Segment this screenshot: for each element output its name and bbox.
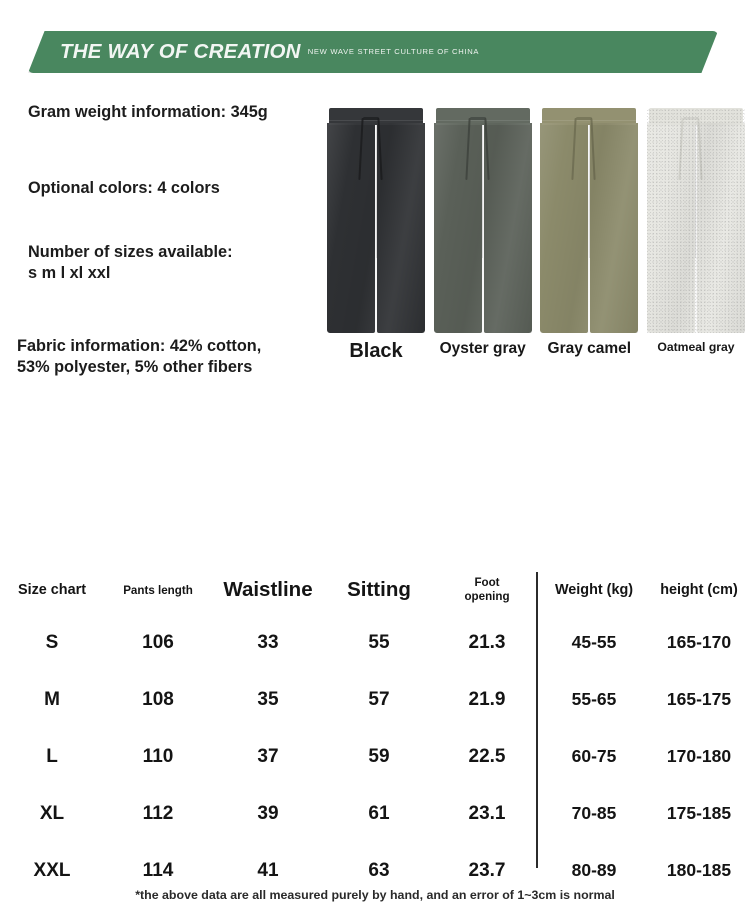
cell-height: 165-170: [666, 632, 732, 652]
spec-sizes-available: Number of sizes available: s m l xl xxl: [28, 243, 233, 282]
pants-leg-gap: [481, 258, 484, 333]
cell-weight: 60-75: [571, 746, 617, 766]
cell-foot-opening: 21.3: [468, 631, 506, 653]
header-size-chart: Size chart: [18, 582, 86, 598]
banner-shape: [28, 31, 718, 73]
cell-height: 175-185: [666, 803, 732, 823]
cell-sitting: 61: [368, 802, 390, 824]
colorway-label: Oyster gray: [439, 340, 526, 357]
pants-left-leg: [540, 123, 589, 333]
colorway-item[interactable]: Oyster gray: [433, 108, 532, 366]
colorway-item[interactable]: Gray camel: [540, 108, 639, 366]
cell-height: 170-180: [666, 746, 732, 766]
pants-right-leg: [483, 123, 532, 333]
header-pants-length: Pants length: [123, 583, 193, 597]
pants-left-leg: [433, 123, 482, 333]
header-weight: Weight (kg): [554, 582, 634, 598]
cell-waistline: 37: [257, 745, 279, 767]
table-row: M 108 35 57 21.9 55-65 165-175: [0, 671, 750, 728]
banner-title: THE WAY OF CREATION: [60, 39, 301, 63]
pants-center-seam: [695, 125, 697, 260]
table-row: XL 112 39 61 23.1 70-85 175-185: [0, 785, 750, 842]
header-waistline: Waistline: [223, 578, 313, 601]
cell-weight: 70-85: [571, 803, 617, 823]
cell-pants-length: 108: [142, 688, 174, 710]
cell-foot-opening: 23.1: [468, 802, 506, 824]
pants-image[interactable]: [327, 108, 425, 333]
cell-weight: 45-55: [571, 632, 617, 652]
cell-sitting: 63: [368, 859, 390, 881]
pants-center-seam: [375, 125, 377, 260]
pants-left-leg: [327, 123, 375, 333]
table-row: S 106 33 55 21.3 45-55 165-170: [0, 614, 750, 671]
header-banner: THE WAY OF CREATION NEW WAVE STREET CULT…: [28, 31, 718, 73]
cell-height: 165-175: [666, 689, 732, 709]
pants-image[interactable]: [433, 108, 532, 333]
spec-gram-weight: Gram weight information: 345g: [28, 103, 268, 121]
table-row: XXL 114 41 63 23.7 80-89 180-185: [0, 842, 750, 899]
cell-waistline: 41: [257, 859, 279, 881]
cell-height: 180-185: [666, 860, 732, 880]
size-chart-table: Size chart Pants length Waistline Sittin…: [0, 566, 750, 899]
banner-content: THE WAY OF CREATION NEW WAVE STREET CULT…: [28, 31, 718, 73]
banner-subtitle: NEW WAVE STREET CULTURE OF CHINA: [307, 47, 480, 57]
cell-pants-length: 110: [142, 745, 174, 767]
pants-right-leg: [590, 123, 639, 333]
pants-waistband: [542, 108, 637, 125]
cell-foot-opening: 23.7: [468, 859, 506, 881]
cell-size: XXL: [33, 859, 71, 881]
drawstring-knot: [576, 117, 593, 120]
pants-leg-gap: [694, 258, 697, 333]
table-body: S 106 33 55 21.3 45-55 165-170 M 108 35 57 21.9 55-6…: [0, 614, 750, 899]
cell-size: XL: [39, 802, 65, 824]
colorway-label: Oatmeal gray: [657, 340, 735, 354]
header-height: height (cm): [660, 582, 738, 598]
cell-size: S: [45, 631, 59, 653]
cell-pants-length: 114: [142, 859, 174, 881]
colorway-gallery: Black Oyster gray Gray camel Oatmeal gray: [327, 108, 745, 366]
colorway-item[interactable]: Oatmeal gray: [646, 108, 745, 366]
cell-weight: 80-89: [571, 860, 617, 880]
header-sitting: Sitting: [347, 578, 411, 601]
spec-fabric: Fabric information: 42% cotton, 53% poly…: [17, 337, 262, 376]
spec-optional-colors: Optional colors: 4 colors: [28, 179, 220, 197]
cell-pants-length: 106: [142, 631, 174, 653]
pants-center-seam: [588, 125, 590, 260]
header-foot-opening: Foot opening: [464, 576, 510, 603]
cell-size: M: [44, 688, 60, 710]
pants-leg-gap: [588, 258, 591, 333]
pants-image[interactable]: [540, 108, 639, 333]
colorway-item[interactable]: Black: [327, 108, 425, 366]
table-vertical-divider: [536, 572, 538, 868]
pants-image[interactable]: [646, 108, 745, 333]
cell-size: L: [46, 745, 58, 767]
colorway-label: Black: [349, 340, 403, 362]
measurement-footnote: *the above data are all measured purely …: [135, 888, 615, 902]
cell-weight: 55-65: [571, 689, 617, 709]
cell-sitting: 59: [368, 745, 390, 767]
cell-waistline: 35: [257, 688, 279, 710]
colorway-label: Gray camel: [547, 340, 632, 357]
table-row: L 110 37 59 22.5 60-75 170-180: [0, 728, 750, 785]
pants-waistband: [648, 108, 743, 125]
cell-sitting: 55: [368, 631, 390, 653]
drawstring-knot: [682, 117, 699, 120]
pants-center-seam: [482, 125, 484, 260]
cell-waistline: 39: [257, 802, 279, 824]
pants-waistband: [329, 108, 423, 125]
table-header-row: Size chart Pants length Waistline Sittin…: [0, 566, 750, 614]
cell-sitting: 57: [368, 688, 390, 710]
drawstring-knot: [363, 117, 379, 120]
pants-right-leg: [696, 123, 745, 333]
pants-leg-gap: [375, 258, 377, 333]
cell-foot-opening: 22.5: [468, 745, 506, 767]
pants-waistband: [435, 108, 530, 125]
cell-foot-opening: 21.9: [468, 688, 506, 710]
cell-pants-length: 112: [142, 802, 174, 824]
pants-right-leg: [377, 123, 425, 333]
drawstring-knot: [469, 117, 486, 120]
cell-waistline: 33: [257, 631, 279, 653]
pants-left-leg: [646, 123, 695, 333]
